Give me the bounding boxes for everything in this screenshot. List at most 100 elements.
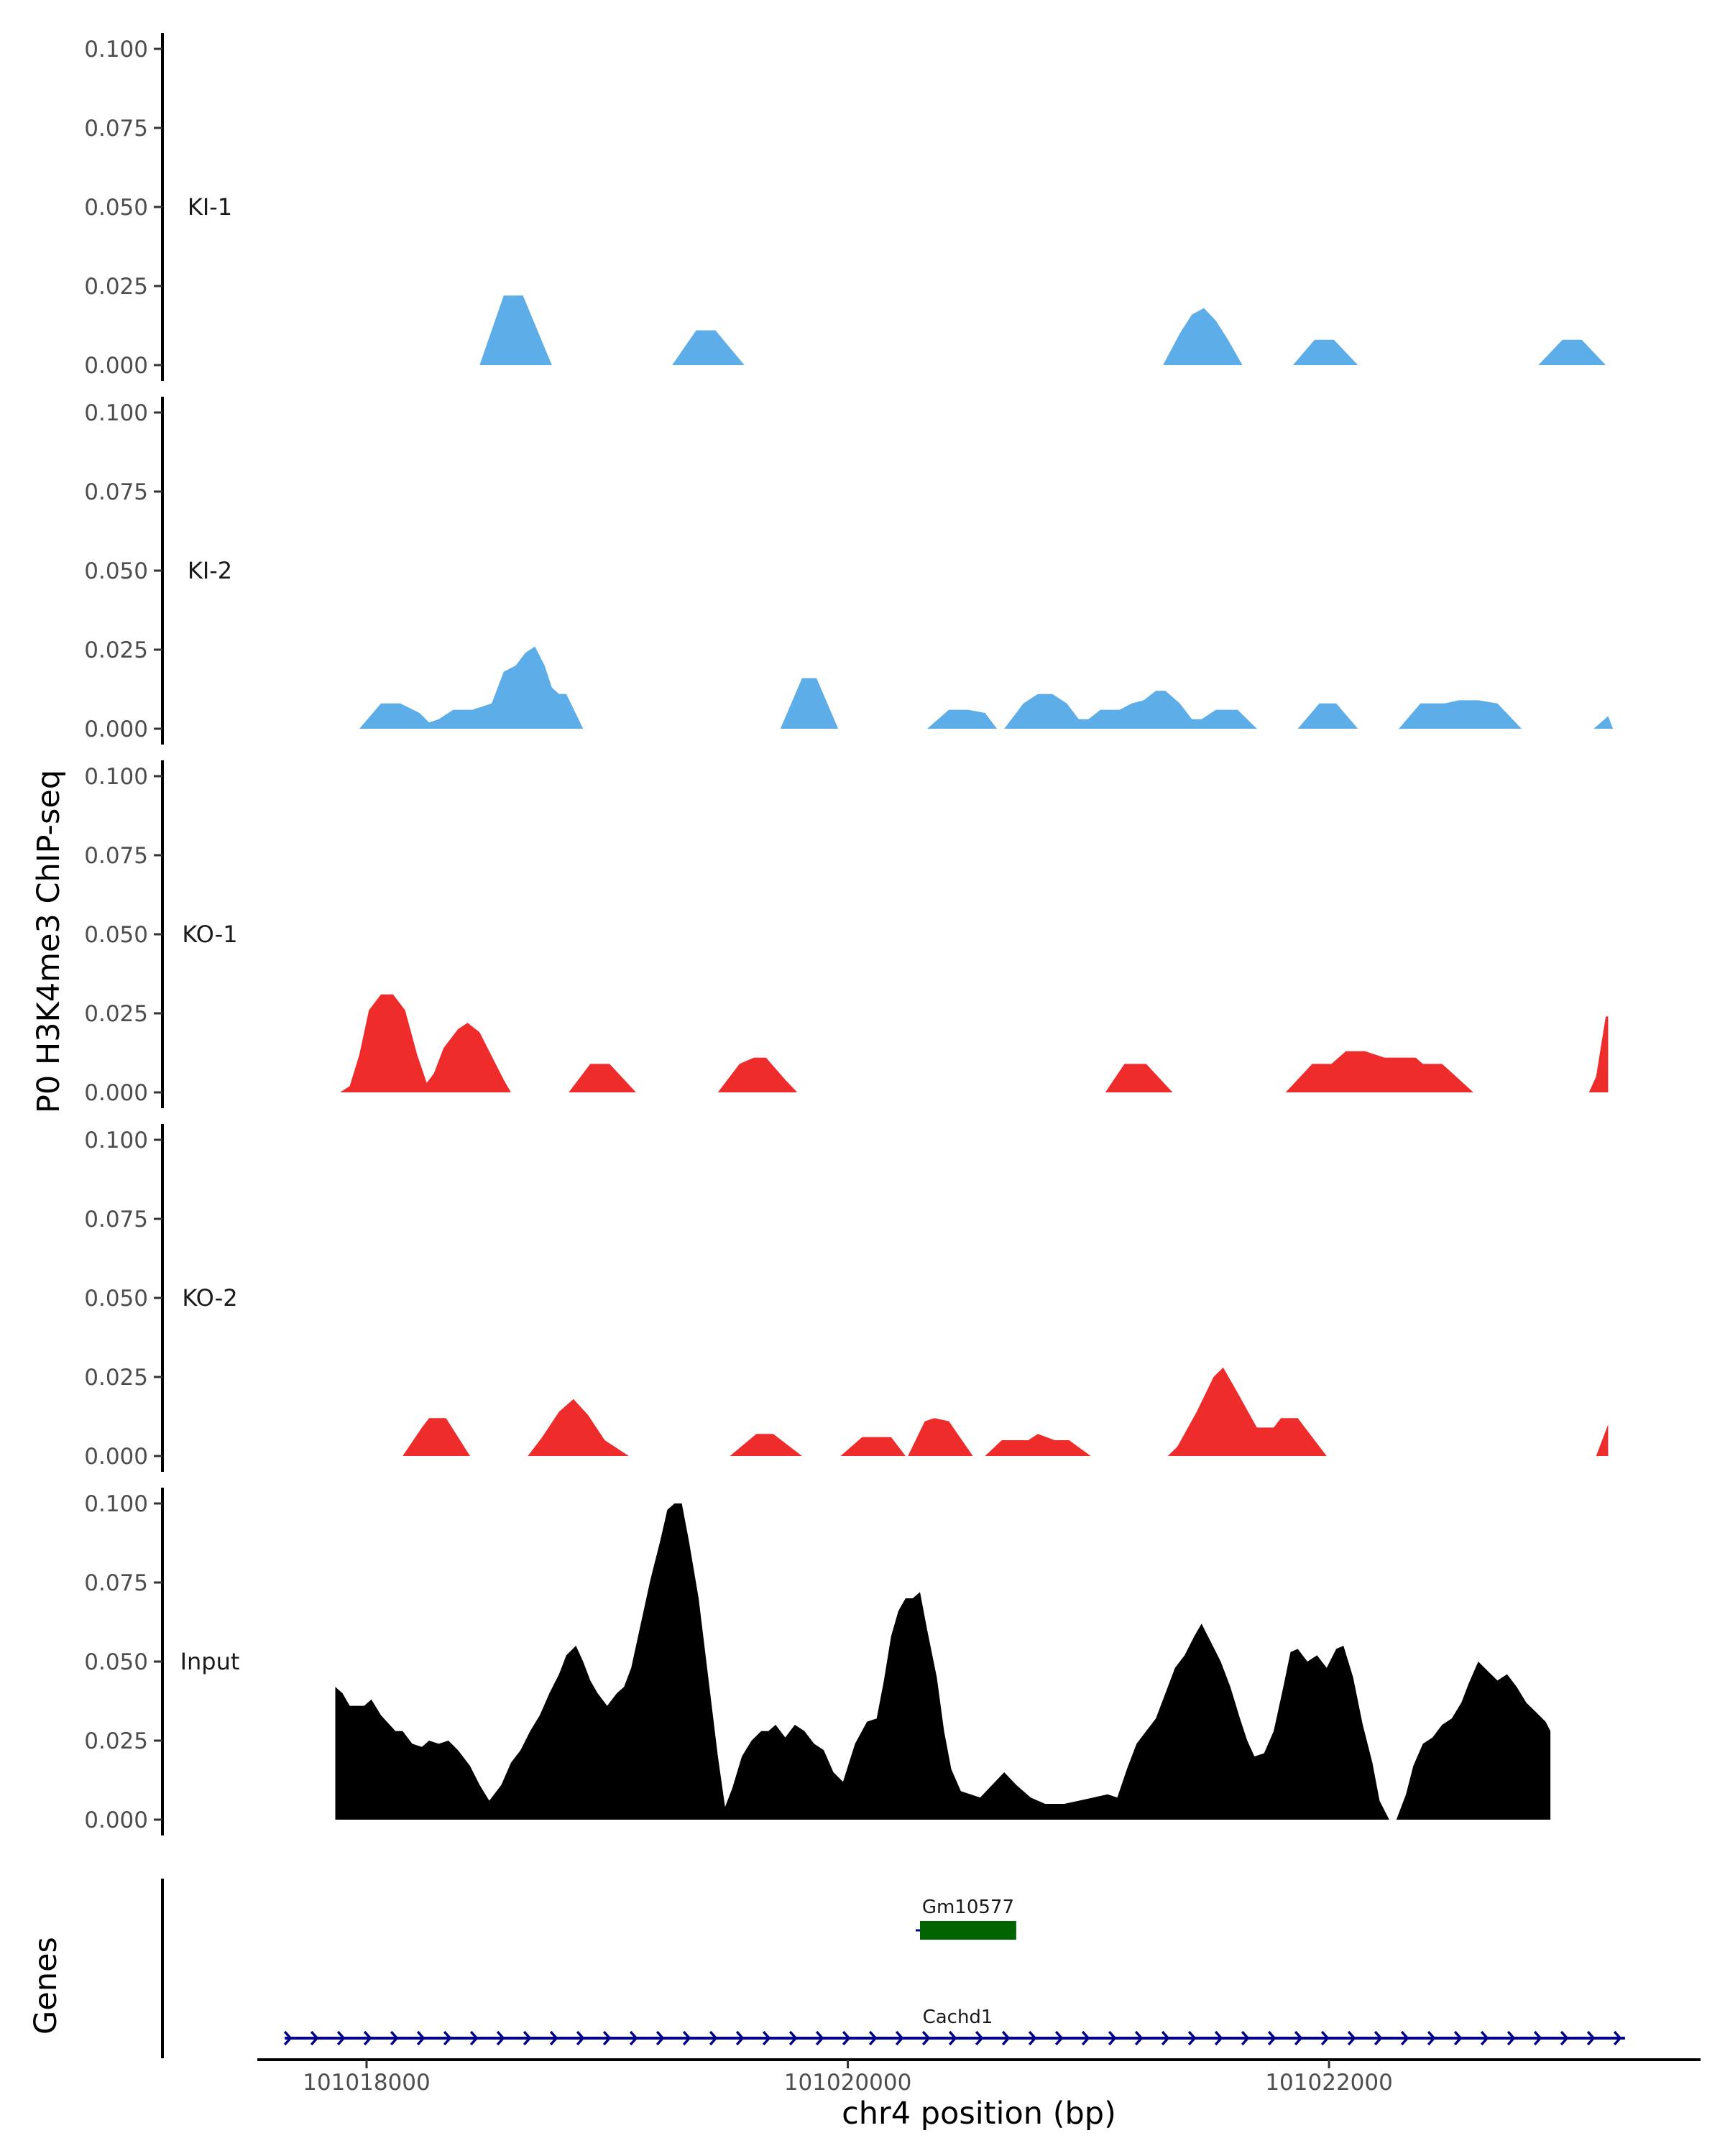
track-panel-ki-1: 0.000 0.025 0.050 0.075 0.100 KI-1 <box>84 33 1606 381</box>
track-label-input: Input <box>180 1648 240 1675</box>
track-panel-input: 0.000 0.025 0.050 0.075 0.100 Input <box>84 1488 1551 1835</box>
strand-arrow <box>1480 2030 1489 2046</box>
y-tick-label: 0.075 <box>84 116 148 142</box>
genes-axis-title: Genes <box>28 1937 64 2035</box>
y-tick-label: 0.050 <box>84 1649 148 1675</box>
strand-arrow <box>788 2030 798 2046</box>
strand-arrow <box>1427 2030 1436 2046</box>
y-tick-label: 0.075 <box>84 479 148 505</box>
strand-arrow <box>762 2030 771 2046</box>
strand-arrow <box>1108 2030 1117 2046</box>
coverage-area-input <box>335 1503 1551 1820</box>
y-tick-label: 0.050 <box>84 922 148 948</box>
strand-arrow <box>1214 2030 1223 2046</box>
x-tick-label: 101022000 <box>1265 2070 1393 2096</box>
strand-arrow <box>1374 2030 1383 2046</box>
track-panel-ki-2: 0.000 0.025 0.050 0.075 0.100 KI-2 <box>84 397 1614 745</box>
y-tick-label: 0.075 <box>84 1207 148 1233</box>
y-tick-label: 0.000 <box>84 353 148 379</box>
strand-arrow <box>1081 2030 1090 2046</box>
strand-arrow <box>629 2030 638 2046</box>
y-tick-label: 0.025 <box>84 1001 148 1027</box>
y-tick-label: 0.100 <box>84 400 148 426</box>
strand-arrow <box>656 2030 665 2046</box>
strand-arrow <box>576 2030 585 2046</box>
y-tick-label: 0.000 <box>84 1807 148 1833</box>
strand-arrow <box>310 2030 319 2046</box>
strand-arrow <box>868 2030 878 2046</box>
y-tick-label: 0.075 <box>84 843 148 869</box>
strand-arrow <box>1054 2030 1064 2046</box>
track-label-ko-2: KO-2 <box>182 1284 237 1312</box>
track-panel-ko-1: 0.000 0.025 0.050 0.075 0.100 KO-1 <box>84 760 1609 1108</box>
strand-arrow <box>1187 2030 1197 2046</box>
strand-arrow <box>921 2030 931 2046</box>
strand-arrow <box>948 2030 957 2046</box>
y-tick-label: 0.050 <box>84 1286 148 1312</box>
strand-arrow <box>975 2030 984 2046</box>
y-tick-label: 0.025 <box>84 274 148 300</box>
track-panel-ko-2: 0.000 0.025 0.050 0.075 0.100 KO-2 <box>84 1124 1609 1472</box>
strand-arrow <box>1320 2030 1330 2046</box>
strand-arrow <box>682 2030 691 2046</box>
strand-arrow <box>1506 2030 1516 2046</box>
y-tick-label: 0.025 <box>84 1365 148 1391</box>
strand-arrow <box>523 2030 532 2046</box>
strand-arrow <box>469 2030 479 2046</box>
x-axis: 101018000 101020000 101022000 <box>257 2058 1701 2096</box>
gene-label: Gm10577 <box>922 1897 1014 1918</box>
track-label-ko-1: KO-1 <box>182 921 237 948</box>
gene-gm10577: Gm10577 <box>915 1897 1016 1940</box>
x-tick-label: 101018000 <box>303 2070 431 2096</box>
strand-arrow <box>815 2030 824 2046</box>
coverage-area-ki-1 <box>479 295 1606 365</box>
y-tick-label: 0.000 <box>84 1444 148 1470</box>
y-tick-label: 0.075 <box>84 1570 148 1596</box>
strand-arrow <box>1613 2030 1622 2046</box>
strand-arrow <box>336 2030 346 2046</box>
strand-arrow <box>363 2030 372 2046</box>
strand-arrow <box>1161 2030 1170 2046</box>
x-axis-title: chr4 position (bp) <box>842 2096 1116 2132</box>
y-tick-label: 0.050 <box>84 195 148 221</box>
strand-arrow <box>1533 2030 1542 2046</box>
y-tick-label: 0.000 <box>84 717 148 742</box>
coverage-area-ko-2 <box>402 1367 1609 1456</box>
strand-arrow <box>1347 2030 1356 2046</box>
track-label-ki-2: KI-2 <box>188 557 232 584</box>
strand-arrow <box>1028 2030 1037 2046</box>
strand-arrow <box>1453 2030 1463 2046</box>
strand-arrow <box>1586 2030 1596 2046</box>
gene-exon <box>919 1921 1016 1940</box>
strand-arrow <box>496 2030 505 2046</box>
gene-cachd1: Cachd1 <box>283 2007 1625 2046</box>
y-tick-label: 0.100 <box>84 1491 148 1517</box>
strand-arrow <box>709 2030 718 2046</box>
strand-arrow <box>1267 2030 1276 2046</box>
gene-label: Cachd1 <box>923 2007 993 2028</box>
y-tick-label: 0.025 <box>84 1728 148 1754</box>
y-tick-label: 0.100 <box>84 37 148 63</box>
x-tick-label: 101020000 <box>784 2070 912 2096</box>
strand-arrow <box>842 2030 851 2046</box>
strand-arrow <box>390 2030 399 2046</box>
track-label-ki-1: KI-1 <box>188 193 232 221</box>
strand-arrow <box>1294 2030 1303 2046</box>
strand-arrow <box>283 2030 293 2046</box>
coverage-area-ki-2 <box>359 646 1614 729</box>
strand-arrow <box>1001 2030 1011 2046</box>
strand-arrow <box>602 2030 612 2046</box>
strand-arrow <box>443 2030 452 2046</box>
coverage-area-ko-1 <box>340 994 1609 1092</box>
genes-layer: Gm10577 Cachd1 <box>161 1879 1625 2058</box>
y-axis-title: P0 H3K4me3 ChIP-seq <box>31 770 67 1113</box>
tracks-layer: 0.0000.0250.0500.0750.100KI-10.0000.0250… <box>84 33 1614 1835</box>
y-tick-label: 0.100 <box>84 764 148 790</box>
y-tick-label: 0.050 <box>84 558 148 584</box>
strand-arrow <box>1400 2030 1409 2046</box>
strand-arrow <box>1134 2030 1144 2046</box>
strand-arrow <box>735 2030 745 2046</box>
y-tick-label: 0.000 <box>84 1080 148 1106</box>
y-tick-label: 0.100 <box>84 1128 148 1153</box>
